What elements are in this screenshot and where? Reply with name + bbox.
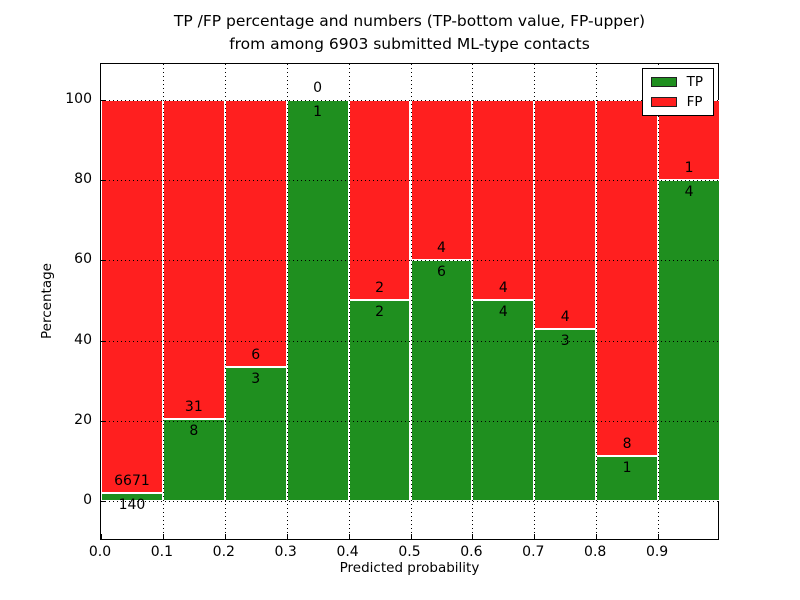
y-tick-label: 100 [65,91,92,108]
tp-count-label: 140 [118,496,146,513]
y-tick-label: 60 [74,251,92,268]
bar-segment-tp [286,100,349,501]
h-gridline [101,180,718,182]
bar-segment-fp [596,100,659,457]
y-tick-label: 80 [74,171,92,188]
v-gridline [348,64,350,539]
chart-title-line1: TP /FP percentage and numbers (TP-bottom… [173,12,646,30]
y-tick-mark [101,100,106,102]
x-tick-label: 0.4 [336,544,359,560]
bar-segment-fp [224,100,287,368]
tp-count-label: 8 [189,422,199,439]
x-tick-mark [348,534,350,539]
tp-count-label: 6 [436,264,446,281]
h-gridline [101,260,718,262]
x-tick-label: 0.2 [212,544,235,560]
tp-count-label: 4 [498,304,508,321]
x-tick-mark [534,534,536,539]
legend-label-fp: FP [686,94,703,110]
fp-count-label: 4 [498,280,508,297]
y-tick-mark [101,340,106,342]
x-tick-label: 0.1 [150,544,174,560]
tp-count-label: 3 [560,333,570,350]
x-tick-mark [101,534,102,539]
fp-count-label: 6 [251,347,261,364]
bar-segment-tp [596,456,659,501]
bar-segment-fp [472,100,535,301]
fp-count-label: 2 [375,280,384,297]
chart-title-line2: from among 6903 submitted ML-type contac… [229,35,590,53]
v-gridline [658,64,660,539]
v-gridline [596,64,598,539]
x-tick-mark [658,534,660,539]
h-gridline [101,340,718,342]
h-gridline [101,500,718,502]
bar-segment-tp [534,329,597,501]
tp-count-label: 3 [251,371,261,388]
chart-title: TP /FP percentage and numbers (TP-bottom… [100,10,719,56]
fp-count-label: 1 [684,160,694,177]
x-tick-mark [596,534,598,539]
fp-count-label: 4 [560,309,570,326]
y-tick-label: 20 [74,411,92,428]
h-gridline [101,420,718,422]
x-axis-label: Predicted probability [339,560,480,576]
bar-segment-tp [101,492,163,501]
x-tick-mark [410,534,412,539]
fp-count-label: 31 [184,398,203,415]
tp-count-label: 1 [622,460,632,477]
legend-label-tp: TP [686,74,703,90]
y-tick-label: 40 [74,331,92,348]
x-tick-mark [224,534,226,539]
y-axis-label: Percentage [39,263,55,339]
v-gridline [410,64,412,539]
legend: TP FP [641,68,714,116]
v-gridline [286,64,288,539]
x-tick-label: 0.9 [645,544,669,560]
h-gridline [101,100,718,102]
x-tick-label: 0.8 [584,544,607,560]
bar-segment-fp [162,100,225,419]
y-tick-mark [101,260,106,262]
x-tick-mark [472,534,474,539]
bar-segment-fp [348,100,411,301]
plot-area: TP FP 6671 140 31 8 6 3 0 1 2 2 4 6 4 4 4 3 8 1 1 4 [100,63,720,540]
x-tick-label: 0.5 [398,544,421,560]
y-tick-mark [101,180,106,182]
bar-segment-tp [348,300,411,501]
x-tick-label: 0.7 [522,544,545,560]
tp-count-label: 4 [684,184,694,201]
tp-count-label: 2 [375,304,384,321]
tp-count-label: 1 [313,104,323,121]
legend-item-tp: TP [650,74,703,90]
fp-count-label: 4 [436,240,446,257]
x-tick-label: 0.3 [274,544,297,560]
x-tick-mark [162,534,164,539]
fp-count-label: 6671 [114,472,150,489]
legend-swatch-tp-icon [650,77,677,87]
legend-swatch-fp-icon [650,97,677,107]
legend-item-fp: FP [650,94,703,110]
y-tick-mark [101,420,106,422]
bar-segment-tp [472,300,535,501]
v-gridline [162,64,164,539]
v-gridline [224,64,226,539]
x-tick-mark [286,534,288,539]
bar-segment-tp [410,260,473,501]
v-gridline [472,64,474,539]
fp-count-label: 0 [313,80,323,97]
v-gridline [534,64,536,539]
x-tick-label: 0.6 [460,544,483,560]
fp-count-label: 8 [622,436,632,453]
y-tick-label: 0 [83,491,92,508]
y-tick-mark [101,500,106,502]
bar-segment-fp [101,100,163,493]
bar-segment-tp [162,418,225,501]
x-tick-label: 0.0 [88,544,112,560]
bar-segment-fp [534,100,597,330]
